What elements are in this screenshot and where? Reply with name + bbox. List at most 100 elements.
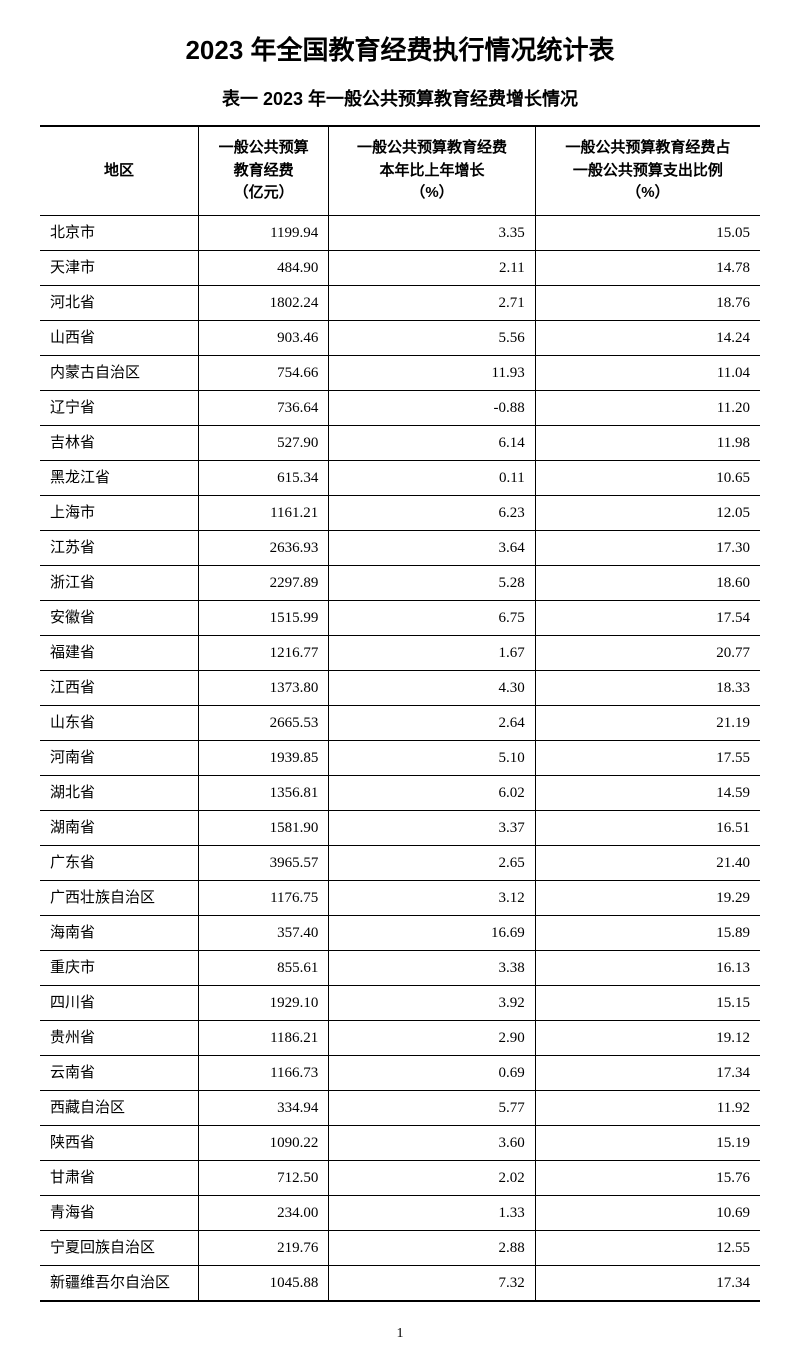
- region-cell: 陕西省: [40, 1125, 198, 1160]
- value-cell: 21.40: [535, 845, 760, 880]
- value-cell: 15.15: [535, 985, 760, 1020]
- region-cell: 福建省: [40, 635, 198, 670]
- value-cell: 16.69: [329, 915, 535, 950]
- value-cell: 1.67: [329, 635, 535, 670]
- region-cell: 山东省: [40, 705, 198, 740]
- value-cell: -0.88: [329, 390, 535, 425]
- value-cell: 12.55: [535, 1230, 760, 1265]
- value-cell: 234.00: [198, 1195, 328, 1230]
- region-cell: 山西省: [40, 320, 198, 355]
- value-cell: 5.10: [329, 740, 535, 775]
- value-cell: 3.37: [329, 810, 535, 845]
- region-cell: 新疆维吾尔自治区: [40, 1265, 198, 1301]
- value-cell: 17.34: [535, 1265, 760, 1301]
- value-cell: 17.55: [535, 740, 760, 775]
- table-row: 青海省234.001.3310.69: [40, 1195, 760, 1230]
- value-cell: 20.77: [535, 635, 760, 670]
- value-cell: 11.98: [535, 425, 760, 460]
- value-cell: 17.30: [535, 530, 760, 565]
- table-row: 广西壮族自治区1176.753.1219.29: [40, 880, 760, 915]
- value-cell: 0.69: [329, 1055, 535, 1090]
- table-body: 北京市1199.943.3515.05天津市484.902.1114.78河北省…: [40, 215, 760, 1301]
- value-cell: 3.64: [329, 530, 535, 565]
- value-cell: 2.11: [329, 250, 535, 285]
- region-cell: 河北省: [40, 285, 198, 320]
- table-row: 云南省1166.730.6917.34: [40, 1055, 760, 1090]
- value-cell: 11.20: [535, 390, 760, 425]
- table-row: 重庆市855.613.3816.13: [40, 950, 760, 985]
- table-row: 北京市1199.943.3515.05: [40, 215, 760, 250]
- value-cell: 1090.22: [198, 1125, 328, 1160]
- education-funding-table: 地区一般公共预算教育经费（亿元）一般公共预算教育经费本年比上年增长（%）一般公共…: [40, 125, 760, 1302]
- value-cell: 2636.93: [198, 530, 328, 565]
- value-cell: 334.94: [198, 1090, 328, 1125]
- region-cell: 辽宁省: [40, 390, 198, 425]
- value-cell: 1515.99: [198, 600, 328, 635]
- column-header: 地区: [40, 126, 198, 215]
- region-cell: 云南省: [40, 1055, 198, 1090]
- value-cell: 21.19: [535, 705, 760, 740]
- value-cell: 12.05: [535, 495, 760, 530]
- region-cell: 贵州省: [40, 1020, 198, 1055]
- table-row: 天津市484.902.1114.78: [40, 250, 760, 285]
- region-cell: 湖南省: [40, 810, 198, 845]
- value-cell: 484.90: [198, 250, 328, 285]
- table-row: 甘肃省712.502.0215.76: [40, 1160, 760, 1195]
- region-cell: 广西壮族自治区: [40, 880, 198, 915]
- table-row: 海南省357.4016.6915.89: [40, 915, 760, 950]
- value-cell: 3.35: [329, 215, 535, 250]
- value-cell: 5.77: [329, 1090, 535, 1125]
- region-cell: 海南省: [40, 915, 198, 950]
- table-row: 陕西省1090.223.6015.19: [40, 1125, 760, 1160]
- main-title: 2023 年全国教育经费执行情况统计表: [40, 30, 760, 67]
- region-cell: 江苏省: [40, 530, 198, 565]
- table-row: 浙江省2297.895.2818.60: [40, 565, 760, 600]
- value-cell: 1373.80: [198, 670, 328, 705]
- value-cell: 1186.21: [198, 1020, 328, 1055]
- column-header: 一般公共预算教育经费占一般公共预算支出比例（%）: [535, 126, 760, 215]
- value-cell: 14.78: [535, 250, 760, 285]
- table-row: 江苏省2636.933.6417.30: [40, 530, 760, 565]
- table-caption: 表一 2023 年一般公共预算教育经费增长情况: [40, 85, 760, 111]
- table-row: 吉林省527.906.1411.98: [40, 425, 760, 460]
- value-cell: 17.34: [535, 1055, 760, 1090]
- table-row: 宁夏回族自治区219.762.8812.55: [40, 1230, 760, 1265]
- value-cell: 15.89: [535, 915, 760, 950]
- value-cell: 1929.10: [198, 985, 328, 1020]
- region-cell: 湖北省: [40, 775, 198, 810]
- value-cell: 6.02: [329, 775, 535, 810]
- table-row: 福建省1216.771.6720.77: [40, 635, 760, 670]
- table-row: 贵州省1186.212.9019.12: [40, 1020, 760, 1055]
- value-cell: 18.60: [535, 565, 760, 600]
- region-cell: 甘肃省: [40, 1160, 198, 1195]
- value-cell: 3.38: [329, 950, 535, 985]
- value-cell: 1176.75: [198, 880, 328, 915]
- value-cell: 11.04: [535, 355, 760, 390]
- value-cell: 16.13: [535, 950, 760, 985]
- value-cell: 2.65: [329, 845, 535, 880]
- value-cell: 16.51: [535, 810, 760, 845]
- value-cell: 18.33: [535, 670, 760, 705]
- value-cell: 1045.88: [198, 1265, 328, 1301]
- region-cell: 吉林省: [40, 425, 198, 460]
- table-row: 湖南省1581.903.3716.51: [40, 810, 760, 845]
- region-cell: 浙江省: [40, 565, 198, 600]
- table-row: 广东省3965.572.6521.40: [40, 845, 760, 880]
- value-cell: 2.64: [329, 705, 535, 740]
- page-number: 1: [40, 1326, 760, 1342]
- region-cell: 北京市: [40, 215, 198, 250]
- region-cell: 内蒙古自治区: [40, 355, 198, 390]
- value-cell: 1802.24: [198, 285, 328, 320]
- value-cell: 736.64: [198, 390, 328, 425]
- table-row: 山西省903.465.5614.24: [40, 320, 760, 355]
- region-cell: 安徽省: [40, 600, 198, 635]
- region-cell: 江西省: [40, 670, 198, 705]
- value-cell: 2.71: [329, 285, 535, 320]
- value-cell: 219.76: [198, 1230, 328, 1265]
- value-cell: 5.56: [329, 320, 535, 355]
- value-cell: 19.12: [535, 1020, 760, 1055]
- value-cell: 11.92: [535, 1090, 760, 1125]
- value-cell: 3965.57: [198, 845, 328, 880]
- value-cell: 10.69: [535, 1195, 760, 1230]
- region-cell: 青海省: [40, 1195, 198, 1230]
